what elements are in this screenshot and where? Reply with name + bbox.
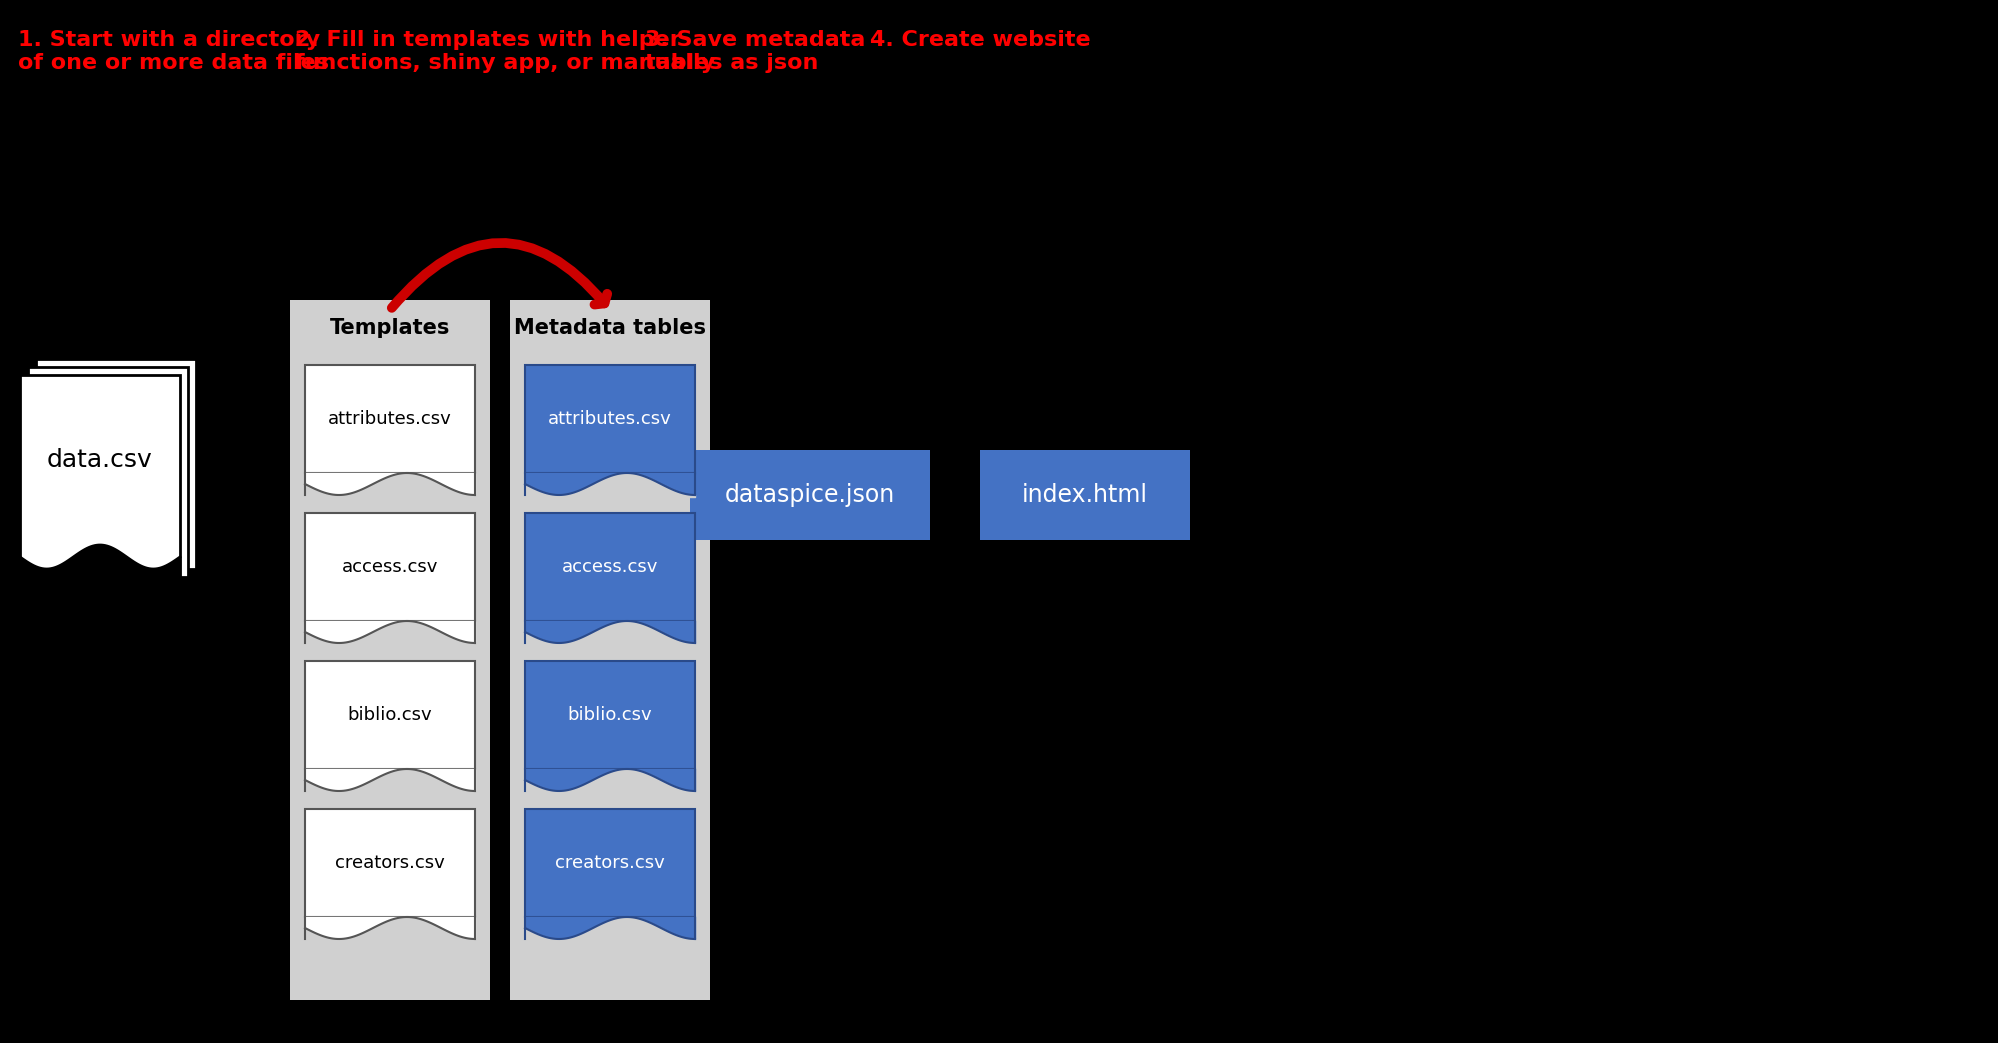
Text: creators.csv: creators.csv bbox=[336, 854, 446, 872]
Text: Metadata tables: Metadata tables bbox=[513, 318, 705, 338]
Text: biblio.csv: biblio.csv bbox=[567, 706, 651, 724]
Text: 4. Create website: 4. Create website bbox=[869, 30, 1091, 50]
Text: index.html: index.html bbox=[1021, 483, 1147, 507]
Text: access.csv: access.csv bbox=[561, 558, 657, 576]
Bar bbox=[979, 450, 1189, 540]
Bar bbox=[525, 809, 695, 917]
Bar bbox=[525, 365, 695, 472]
Text: access.csv: access.csv bbox=[342, 558, 438, 576]
Text: 2. Fill in templates with helper
functions, shiny app, or manually: 2. Fill in templates with helper functio… bbox=[296, 30, 715, 73]
Bar bbox=[36, 359, 196, 569]
Text: dataspice.json: dataspice.json bbox=[725, 483, 895, 507]
Bar bbox=[20, 375, 180, 585]
Bar bbox=[525, 661, 695, 769]
Bar bbox=[306, 365, 476, 472]
Bar bbox=[306, 661, 476, 769]
Text: data.csv: data.csv bbox=[48, 448, 152, 472]
Bar bbox=[306, 809, 476, 917]
Bar bbox=[306, 513, 476, 621]
Text: 1. Start with a directory
of one or more data files: 1. Start with a directory of one or more… bbox=[18, 30, 330, 73]
Text: attributes.csv: attributes.csv bbox=[328, 410, 452, 428]
Bar bbox=[525, 513, 695, 621]
Text: attributes.csv: attributes.csv bbox=[547, 410, 671, 428]
Bar bbox=[689, 450, 929, 540]
Bar bbox=[290, 300, 490, 1000]
Bar bbox=[509, 300, 709, 1000]
Text: creators.csv: creators.csv bbox=[555, 854, 665, 872]
Bar bbox=[28, 367, 188, 577]
Text: 3. Save metadata
tables as json: 3. Save metadata tables as json bbox=[645, 30, 865, 73]
Text: biblio.csv: biblio.csv bbox=[348, 706, 432, 724]
Text: Templates: Templates bbox=[330, 318, 450, 338]
